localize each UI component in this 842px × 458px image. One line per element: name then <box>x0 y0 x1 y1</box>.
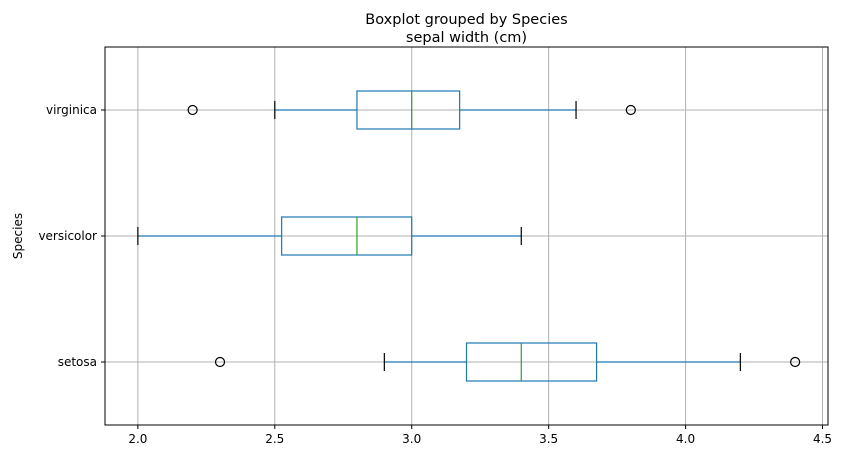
box-setosa <box>214 342 801 382</box>
box-layer <box>137 90 801 382</box>
iqr-box <box>356 90 461 130</box>
y-tick-label: virginica <box>46 103 97 117</box>
box-virginica <box>187 90 636 130</box>
x-tick-label: 2.5 <box>265 432 284 446</box>
chart-subtitle: sepal width (cm) <box>406 30 527 46</box>
y-tick-label: versicolor <box>38 229 97 243</box>
outlier-point <box>790 356 801 368</box>
box-versicolor <box>137 216 522 256</box>
iqr-box <box>281 216 413 256</box>
chart-title: Boxplot grouped by Species <box>365 12 567 28</box>
x-tick-label: 4.5 <box>813 432 832 446</box>
outlier-point <box>187 104 198 116</box>
tick-layer: 2.0 2.5 3.0 3.5 4.0 4.5 setosa versicolor virgin… <box>38 103 832 446</box>
y-tick-label: setosa <box>58 355 97 369</box>
outlier-point <box>625 104 636 116</box>
y-axis-label: Species <box>11 213 25 259</box>
x-tick-label: 4.0 <box>676 432 695 446</box>
outlier-point <box>214 356 226 368</box>
x-tick-label: 3.5 <box>539 432 558 446</box>
x-tick-label: 2.0 <box>128 432 147 446</box>
iqr-box <box>465 342 598 382</box>
x-tick-label: 3.0 <box>402 432 421 446</box>
